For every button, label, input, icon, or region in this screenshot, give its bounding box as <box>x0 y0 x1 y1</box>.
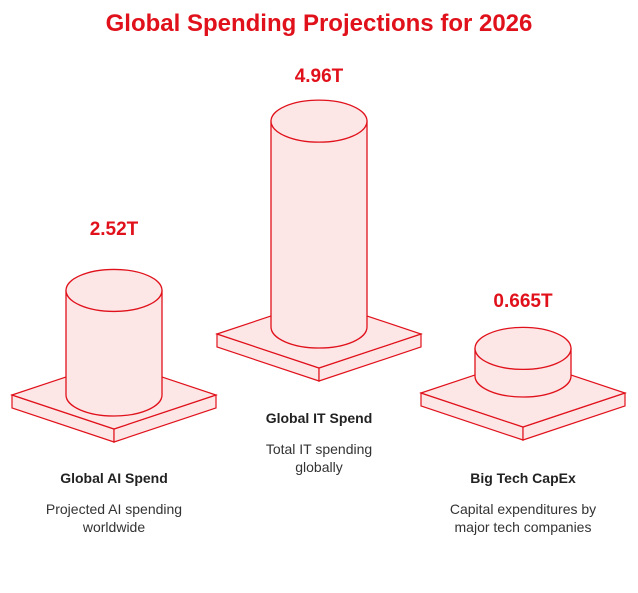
value-label-1: 4.96T <box>294 66 344 87</box>
bar-2 <box>419 326 627 441</box>
description-2: Capital expenditures by major tech compa… <box>449 501 597 535</box>
description-1: Total IT spending globally <box>265 441 373 475</box>
cylinder-body-1 <box>270 120 368 349</box>
value-label-2: 0.665T <box>493 291 553 312</box>
description-0: Projected AI spending worldwide <box>45 501 183 535</box>
value-label-0: 2.52T <box>89 219 139 240</box>
category-label-0: Global AI Spend <box>60 470 168 486</box>
bar-1 <box>215 99 423 382</box>
cylinder-body-0 <box>65 289 163 417</box>
cylinder-top-2 <box>474 326 572 371</box>
cylinder-top-0 <box>65 268 163 313</box>
page-title: Global Spending Projections for 2026 <box>105 10 533 37</box>
category-label-2: Big Tech CapEx <box>470 470 576 486</box>
cylinder-top-1 <box>270 99 368 143</box>
bar-0 <box>10 268 218 443</box>
category-label-1: Global IT Spend <box>265 410 373 426</box>
